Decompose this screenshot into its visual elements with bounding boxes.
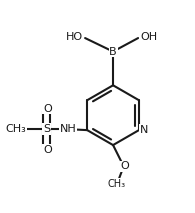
- Text: S: S: [43, 124, 50, 134]
- Text: O: O: [121, 161, 130, 171]
- Text: CH₃: CH₃: [5, 124, 26, 134]
- Text: OH: OH: [140, 32, 157, 42]
- Text: O: O: [43, 104, 52, 114]
- Text: HO: HO: [66, 32, 83, 42]
- Text: CH₃: CH₃: [108, 179, 126, 189]
- Text: NH: NH: [59, 124, 76, 134]
- Text: N: N: [140, 125, 149, 135]
- Text: O: O: [43, 145, 52, 155]
- Text: B: B: [109, 47, 117, 56]
